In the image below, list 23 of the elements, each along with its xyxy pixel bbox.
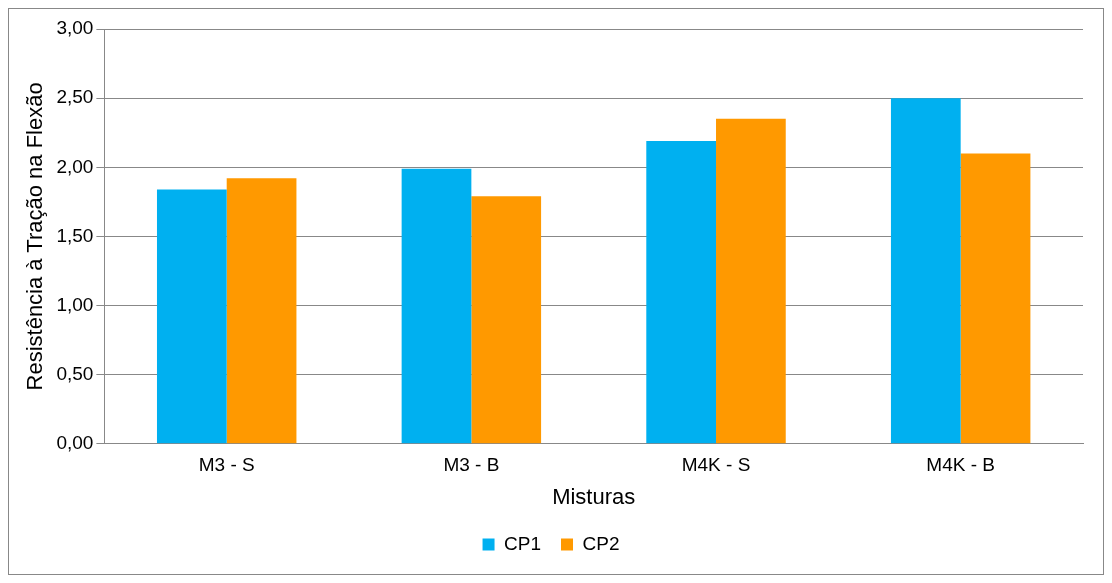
x-axis-title: Misturas [552,483,636,509]
bar [156,189,227,444]
y-tick-label: 0,00 [56,432,94,454]
y-tick-label: 1,50 [56,224,94,246]
bar [226,178,297,444]
bar [716,118,786,444]
y-tick-label: 1,00 [56,293,94,315]
x-tick-label: M4K - B [926,454,995,476]
bar [890,98,961,444]
y-tick-label: 0,50 [56,362,94,384]
x-tick-label: M3 - S [198,454,255,476]
bar [960,153,1031,444]
bar [401,168,472,444]
legend-label: CP2 [582,532,620,554]
y-tick-label: 2,50 [56,86,94,108]
x-tick-label: M3 - B [443,454,500,476]
y-tick-label: 3,00 [56,17,94,39]
legend-label: CP1 [504,532,542,554]
bar [471,196,542,444]
bar [646,141,717,444]
y-tick-label: 2,00 [56,155,94,177]
x-tick-label: M4K - S [681,454,751,476]
y-axis-title: Resistência à Tração na Flexão [22,82,48,391]
